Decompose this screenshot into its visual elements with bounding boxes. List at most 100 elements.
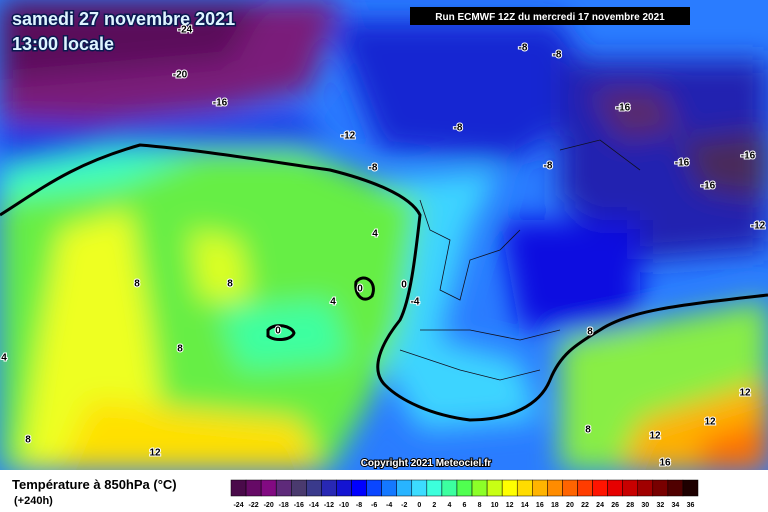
colorbar-swatch xyxy=(351,479,367,497)
zero-isotherm-loop xyxy=(266,324,296,342)
colorbar-label: -24 xyxy=(233,502,243,509)
colorbar-swatch xyxy=(336,479,352,497)
colorbar-swatch xyxy=(260,479,277,497)
colorbar-label: 10 xyxy=(491,502,499,509)
colorbar-label: 28 xyxy=(626,502,634,509)
colorbar-swatch xyxy=(441,479,458,497)
colorbar-label: 30 xyxy=(641,502,649,509)
colorbar-label: 8 xyxy=(478,502,482,509)
lead-time: (+240h) xyxy=(14,495,53,507)
colorbar-swatch xyxy=(637,479,654,497)
run-info: Run ECMWF 12Z du mercredi 17 novembre 20… xyxy=(435,12,665,23)
contour-label: 4 xyxy=(330,297,336,308)
colorbar-swatch xyxy=(396,479,413,497)
colorbar-label: 14 xyxy=(521,502,529,509)
colorbar-label: -12 xyxy=(324,502,334,509)
colorbar-swatch xyxy=(547,479,563,497)
colorbar-swatch xyxy=(501,479,518,497)
colorbar-label: -10 xyxy=(339,502,349,509)
contour-label: 0 xyxy=(401,280,407,291)
contour-label: 4 xyxy=(1,353,7,364)
contour-label: -4 xyxy=(411,297,420,308)
colorbar-label: 12 xyxy=(506,502,514,509)
colorbar-label: 0 xyxy=(417,502,421,509)
colorbar-label: 36 xyxy=(687,502,695,509)
colorbar-label: 16 xyxy=(536,502,544,509)
contour-label: 12 xyxy=(649,431,661,442)
colorbar-swatch xyxy=(652,479,669,497)
contour-label: -8 xyxy=(553,50,562,61)
colorbar-label: 22 xyxy=(581,502,589,509)
colorbar-label: -6 xyxy=(371,502,377,509)
zero-isotherm-loop xyxy=(354,276,375,301)
contour-label: -8 xyxy=(544,161,553,172)
contour-label: -8 xyxy=(454,123,463,134)
colorbar-swatch xyxy=(667,479,684,497)
colorbar-label: -20 xyxy=(264,502,274,509)
colorbar-label: -16 xyxy=(294,502,304,509)
colorbar-swatch xyxy=(456,479,473,497)
colorbar-label: 6 xyxy=(463,502,467,509)
contour-label: -8 xyxy=(519,43,528,54)
colorbar-swatch xyxy=(577,479,593,497)
colorbar-label: 18 xyxy=(551,502,559,509)
colorbar-swatch xyxy=(562,479,578,497)
contour-label: 8 xyxy=(587,327,593,338)
colorbar-swatch xyxy=(381,479,397,497)
colorbar-swatch xyxy=(622,479,638,497)
colorbar-label: 24 xyxy=(596,502,604,509)
colorbar-swatch xyxy=(275,479,292,497)
contour-label: -16 xyxy=(616,103,631,114)
colorbar-label: -4 xyxy=(386,502,392,509)
contour-label: 4 xyxy=(372,229,378,240)
contour-label: 16 xyxy=(659,458,671,469)
contour-label: -16 xyxy=(675,158,690,169)
contour-label: -20 xyxy=(173,70,188,81)
contour-label: 0 xyxy=(357,284,363,295)
colorbar-swatch xyxy=(607,479,623,497)
colorbar-swatch xyxy=(682,479,699,497)
colorbar-label: -2 xyxy=(401,502,407,509)
contour-label: -16 xyxy=(213,98,228,109)
colorbar: -24 -22 -20 -18 -16 -14 -12 -10 -8 -6 -4 -2 0 2 4 6 8 10 1… xyxy=(230,479,699,509)
colorbar-swatch xyxy=(592,479,608,497)
colorbar-swatch xyxy=(321,479,337,497)
contour-label: 8 xyxy=(177,344,183,355)
contour-label: 12 xyxy=(149,448,161,459)
colorbar-label: -22 xyxy=(249,502,259,509)
contour-label: -8 xyxy=(369,163,378,174)
colorbar-label: 20 xyxy=(566,502,574,509)
colorbar-label: 34 xyxy=(672,502,680,509)
colorbar-swatch xyxy=(471,479,488,497)
contour-label: -12 xyxy=(751,221,766,232)
colorbar-label: -8 xyxy=(356,502,362,509)
contour-label: -24 xyxy=(178,25,193,36)
zero-isotherm xyxy=(0,143,768,422)
colorbar-swatch xyxy=(245,479,262,497)
colorbar-swatch xyxy=(532,479,548,497)
temperature-field xyxy=(0,0,768,470)
contour-label: -16 xyxy=(741,151,756,162)
contour-labels: -24 -20 -16 -12 -8 -8 -8 -8 -8 -16 -16 -16 -16 -12 8 8 8… xyxy=(0,24,766,470)
colorbar-label: 26 xyxy=(611,502,619,509)
contour-label: 12 xyxy=(739,388,751,399)
contour-label: 8 xyxy=(227,279,233,290)
colorbar-swatch xyxy=(486,479,503,497)
coastline xyxy=(399,139,641,381)
colorbar-label: 32 xyxy=(656,502,664,509)
run-box xyxy=(410,7,690,25)
contour-label: -12 xyxy=(341,131,356,142)
contour-label: 12 xyxy=(704,417,716,428)
colorbar-swatch xyxy=(306,479,322,497)
copyright: Copyright 2021 Meteociel.fr xyxy=(361,458,492,469)
contour-label: -16 xyxy=(701,181,716,192)
time-title: 13:00 locale xyxy=(12,34,114,54)
colorbar-label: -14 xyxy=(309,502,319,509)
contour-label: 8 xyxy=(134,279,140,290)
colorbar-swatch xyxy=(366,479,382,497)
colorbar-label: 4 xyxy=(447,502,451,509)
contour-label: 8 xyxy=(585,425,591,436)
colorbar-swatch xyxy=(230,479,247,497)
colorbar-swatch xyxy=(411,479,428,497)
